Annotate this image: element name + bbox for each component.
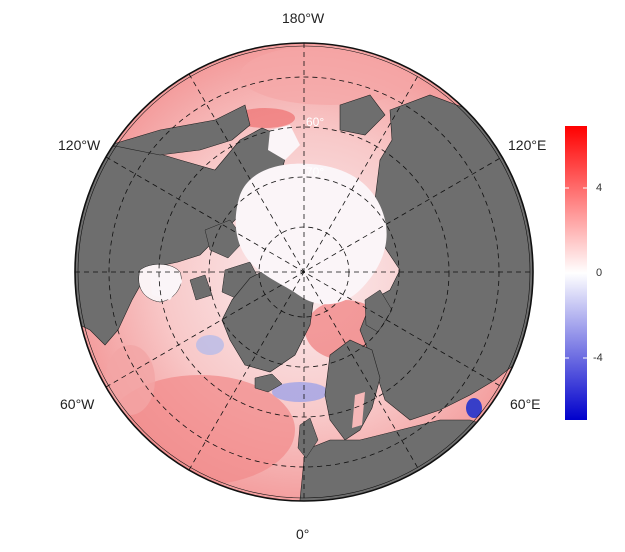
land-novaya-zemlya — [364, 289, 393, 333]
cool-anomaly-denmark-strait — [196, 335, 224, 355]
baltic-sea — [352, 392, 365, 428]
map-body — [75, 43, 533, 501]
warm-anomaly-bering — [235, 108, 295, 128]
colorbar-gradient — [565, 126, 587, 420]
graticule — [75, 43, 533, 501]
land-archipelago-1 — [204, 219, 246, 259]
lon-label-upper-right: 120°E — [508, 137, 547, 153]
lon-label-upper-left: 120°W — [58, 137, 101, 153]
colorbar-tick-4: 4 — [596, 182, 603, 194]
land-iceland — [254, 373, 283, 393]
lon-label-lower-right: 60°E — [510, 396, 541, 412]
colorbar-tick-0: 0 — [596, 267, 603, 279]
lon-label-lower-left: 60°W — [60, 396, 95, 412]
lon-label-bottom: 0° — [296, 526, 310, 542]
warm-anomaly-labrador — [105, 345, 155, 415]
warm-anomaly-pacific — [240, 45, 420, 105]
land-british-isles — [297, 417, 319, 459]
lat-label-70: 70° — [306, 165, 325, 179]
land-alaska — [109, 104, 251, 156]
map-boundary — [74, 42, 534, 502]
lat-label-60: 60° — [306, 115, 325, 129]
map-boundary-inner — [77, 45, 531, 499]
cool-anomaly-norwegian — [272, 382, 328, 402]
cool-anomaly-caspian — [466, 398, 482, 418]
ice-hudson — [150, 269, 182, 300]
ice-chukchi — [268, 125, 300, 160]
colorbar-tick-marks — [565, 187, 587, 359]
lon-label-top: 180°W — [282, 10, 325, 26]
colorbar-tick-minus-4: -4 — [593, 352, 603, 364]
land-kamchatka — [339, 94, 386, 136]
land-scandinavia — [324, 339, 381, 441]
